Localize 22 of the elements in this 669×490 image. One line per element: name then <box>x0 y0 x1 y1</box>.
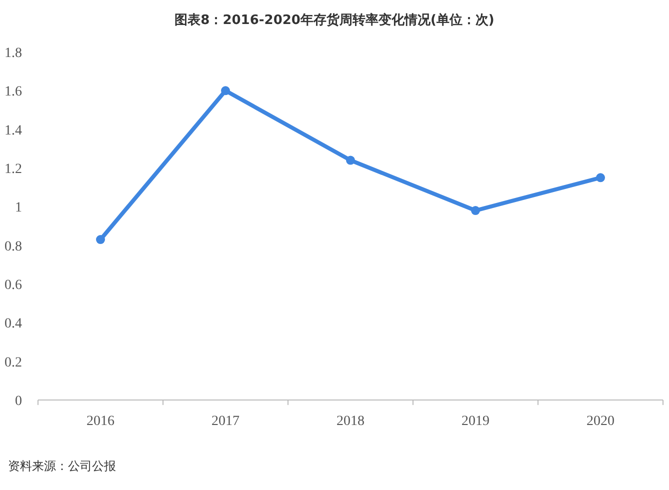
x-tick-label: 2019 <box>462 414 490 429</box>
y-tick-label: 1.4 <box>4 123 22 138</box>
point <box>96 235 105 244</box>
y-tick-label: 0.4 <box>4 316 22 332</box>
x-tick-label: 2020 <box>586 414 614 429</box>
y-tick-label: 1.2 <box>4 162 22 177</box>
chart-title: 图表8：2016-2020年存货周转率变化情况(单位：次) <box>174 12 494 28</box>
point <box>471 206 480 216</box>
y-tick-label: 0.6 <box>4 278 22 293</box>
y-tick-label: 1.8 <box>4 46 22 61</box>
x-tick-label: 2016 <box>86 414 114 429</box>
y-tick-label: 0 <box>15 394 22 409</box>
text: 资料来源：公司公报 <box>8 459 116 473</box>
x-tick-label: 2017 <box>212 414 240 429</box>
y-tick-label: 1.6 <box>4 84 22 100</box>
point <box>221 86 230 96</box>
point <box>346 156 355 165</box>
x-tick-label: 2018 <box>336 414 364 429</box>
point <box>596 173 605 182</box>
y-tick-label: 0.2 <box>4 355 22 370</box>
y-tick-label: 1 <box>15 200 22 216</box>
y-tick-label: 0.8 <box>4 239 22 254</box>
